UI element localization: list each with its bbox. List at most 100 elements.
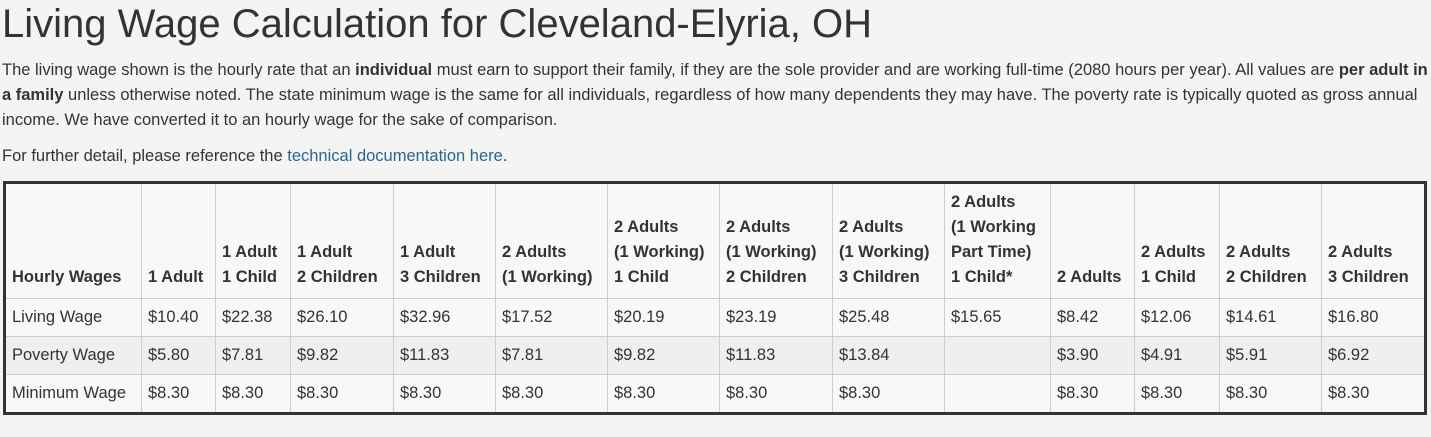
cell-text: $17.52: [502, 308, 553, 326]
wage-cell: $20.19: [607, 298, 720, 337]
wage-cell: $8.30: [1134, 374, 1220, 414]
header-line: 1 Adult: [222, 243, 278, 261]
cell-text: $3.90: [1057, 346, 1099, 364]
wage-cell: $13.84: [832, 336, 945, 375]
wage-cell: $5.91: [1219, 336, 1322, 375]
cell-text: $8.30: [400, 384, 442, 402]
header-line: 1 Child: [1141, 268, 1197, 286]
table-row: Minimum Wage $8.30 $8.30 $8.30 $8.30 $8.30 $8.…: [4, 374, 1426, 414]
column-header: 1 Adult: [141, 182, 216, 299]
wage-cell: $8.30: [719, 374, 833, 414]
column-header: 1 Adult 1 Child: [215, 182, 291, 299]
cell-text: $12.06: [1141, 308, 1192, 326]
intro-text: The living wage shown is the hourly rate…: [2, 61, 356, 79]
cell-text: $16.80: [1328, 308, 1379, 326]
cell-text: $8.30: [222, 384, 264, 402]
cell-text: $8.30: [1141, 384, 1183, 402]
cell-text: $9.82: [297, 346, 339, 364]
wage-cell: $8.42: [1050, 298, 1135, 337]
wage-cell: $16.80: [1321, 298, 1426, 337]
header-line: (1 Working): [502, 268, 593, 286]
cell-text: $11.83: [726, 346, 776, 364]
column-header: 2 Adults (1 Working) 2 Children: [719, 182, 833, 299]
header-line: 1 Adult: [148, 268, 204, 286]
column-header: 2 Adults: [1050, 182, 1135, 299]
intro-text: must earn to support their family, if th…: [432, 61, 1339, 79]
cell-text: $26.10: [297, 308, 348, 326]
wage-cell: $7.81: [215, 336, 291, 375]
wage-cell: $22.38: [215, 298, 291, 337]
cell-text: $7.81: [222, 346, 264, 364]
header-line: 1 Child: [222, 268, 278, 286]
cell-text: $5.91: [1226, 346, 1268, 364]
intro: The living wage shown is the hourly rate…: [2, 58, 1431, 133]
header-line: 2 Adults: [1226, 243, 1291, 261]
header-line: 1 Adult: [400, 243, 456, 261]
wage-cell: $23.19: [719, 298, 833, 337]
doc-link[interactable]: technical documentation here: [287, 147, 503, 165]
header-line: Part Time): [951, 243, 1032, 261]
wage-cell: $8.30: [607, 374, 720, 414]
cell-text: $5.80: [148, 346, 190, 364]
cell-text: $9.82: [614, 346, 656, 364]
detail-text: .: [502, 147, 508, 165]
header-line: Hourly Wages: [12, 268, 122, 286]
wage-cell: $5.80: [141, 336, 216, 375]
header-line: 2 Adults: [614, 218, 679, 236]
wage-cell: $8.30: [1050, 374, 1135, 414]
cell-text: $8.30: [614, 384, 656, 402]
header-line: 1 Child: [614, 268, 670, 286]
header-line: 2 Children: [1226, 268, 1307, 286]
wage-cell: $4.91: [1134, 336, 1220, 375]
page-title: Living Wage Calculation for Cleveland-El…: [2, 2, 872, 46]
cell-text: $22.38: [222, 308, 273, 326]
row-label: Living Wage: [4, 298, 142, 337]
wage-cell: $10.40: [141, 298, 216, 337]
cell-text: Living Wage: [12, 308, 103, 326]
header-line: 2 Adults: [1057, 268, 1122, 286]
cell-text: $20.19: [614, 308, 665, 326]
wage-cell: [944, 336, 1051, 375]
wage-cell: $7.81: [495, 336, 608, 375]
cell-text: $7.81: [502, 346, 544, 364]
wage-cell: $14.61: [1219, 298, 1322, 337]
wage-cell: $26.10: [290, 298, 394, 337]
header-line: 2 Adults: [839, 218, 904, 236]
header-line: 2 Adults: [1328, 243, 1393, 261]
wage-cell: $17.52: [495, 298, 608, 337]
wage-cell: $8.30: [141, 374, 216, 414]
header-line: 2 Adults: [726, 218, 791, 236]
cell-text: $4.91: [1141, 346, 1183, 364]
table-row: Poverty Wage $5.80 $7.81 $9.82 $11.83 $7.81 $9…: [4, 336, 1426, 375]
header-line: 2 Children: [726, 268, 807, 286]
column-header: 2 Adults (1 Working) 3 Children: [832, 182, 945, 299]
header-row: Hourly Wages 1 Adult 1 Adult 1 Child 1 Adult…: [4, 182, 1426, 299]
row-label: Minimum Wage: [4, 374, 142, 414]
header-line: 3 Children: [400, 268, 481, 286]
intro-bold: per adult in a family: [2, 61, 1428, 104]
header-line: (1 Working): [726, 243, 817, 261]
column-header: 2 Adults (1 Working): [495, 182, 608, 299]
column-header: 2 Adults 1 Child: [1134, 182, 1220, 299]
cell-text: $32.96: [400, 308, 451, 326]
column-header: 1 Adult 3 Children: [393, 182, 496, 299]
cell-text: $8.30: [726, 384, 768, 402]
column-header: 2 Adults (1 Working Part Time) 1 Child*: [944, 182, 1051, 299]
cell-text: $8.30: [148, 384, 190, 402]
cell-text: $13.84: [839, 346, 890, 364]
cell-text: $8.30: [297, 384, 339, 402]
table-row: Living Wage $10.40 $22.38 $26.10 $32.96 $17.5…: [4, 298, 1426, 337]
cell-text: $15.65: [951, 308, 1002, 326]
column-header: 2 Adults (1 Working) 1 Child: [607, 182, 720, 299]
header-line: 3 Children: [839, 268, 920, 286]
header-line: 2 Adults: [951, 193, 1016, 211]
detail-text: For further detail, please reference the: [2, 147, 288, 165]
cell-text: $6.92: [1328, 346, 1370, 364]
intro-text: unless otherwise noted. The state minimu…: [2, 86, 1418, 129]
header-line: 2 Children: [297, 268, 378, 286]
cell-text: $14.61: [1226, 308, 1277, 326]
wage-cell: $11.83: [393, 336, 496, 375]
header-line: 1 Adult: [297, 243, 353, 261]
row-label: Poverty Wage: [4, 336, 142, 375]
